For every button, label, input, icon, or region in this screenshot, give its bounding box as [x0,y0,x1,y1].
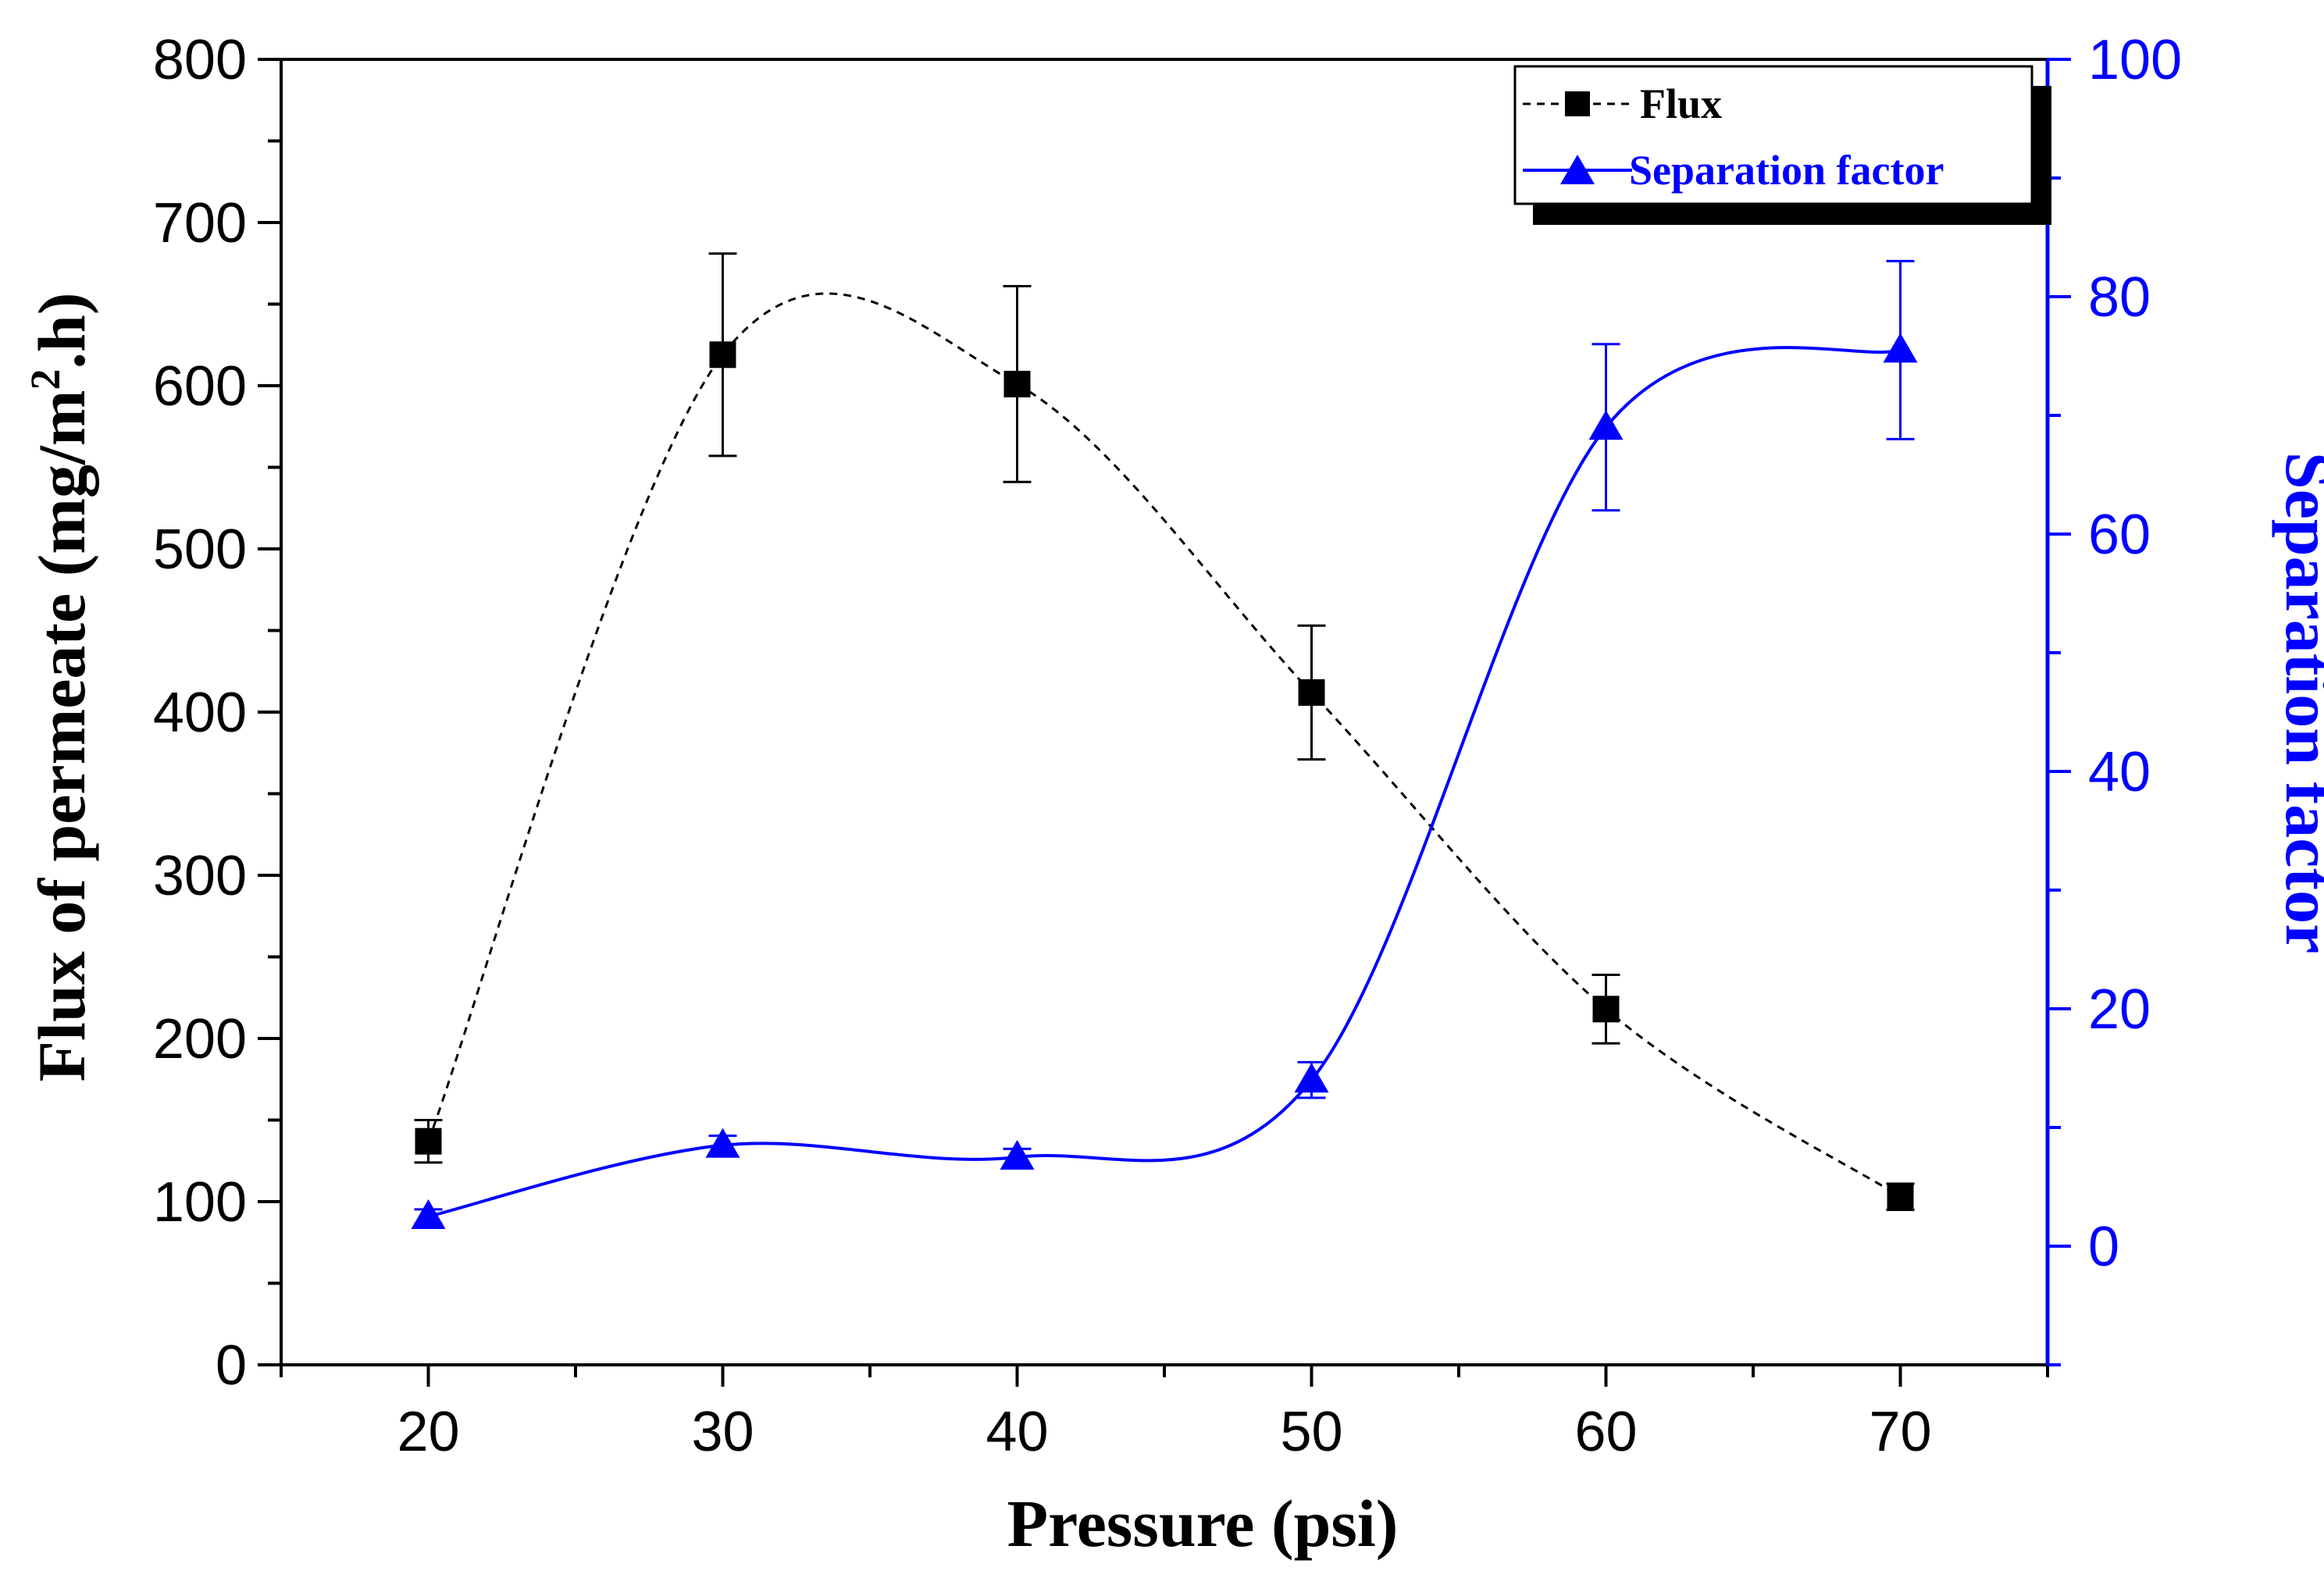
legend-separation-marker [1560,155,1595,184]
right-y-tick-label: 80 [2088,266,2151,329]
separation-series-line [428,346,1902,1218]
right-y-tick-label: 40 [2088,741,2151,803]
separation-point [1883,333,1918,363]
left-axis-title: Flux of permeate (mg/m2.h) [22,293,99,1082]
left-y-tick-label: 600 [153,355,247,418]
flux-series-line [427,292,1902,1198]
legend-box [1513,65,2034,205]
separation-point [705,1127,740,1158]
flux-point [1003,370,1031,397]
left-y-tick-label: 700 [153,192,247,255]
plot-frame [280,58,2050,1366]
left-y-tick-label: 500 [153,518,247,581]
x-tick-label: 40 [986,1401,1048,1463]
legend-flux-label: Flux [1640,80,1722,127]
right-y-tick-label: 0 [2088,1216,2119,1278]
right-y-tick-label: 20 [2088,978,2151,1041]
x-axis-title: Pressure (psi) [1007,1486,1399,1561]
flux-point [1887,1183,1914,1210]
flux-point [415,1127,442,1155]
left-y-tick-label: 300 [153,845,247,907]
legend-separation-label: Separation factor [1629,147,1944,194]
flux-point [1298,679,1325,706]
flux-point [709,341,736,369]
x-tick-label: 20 [397,1401,459,1463]
left-y-tick-label: 0 [216,1334,247,1397]
x-tick-label: 70 [1869,1401,1931,1463]
right-y-tick-label: 100 [2088,29,2182,91]
separation-point [1000,1140,1035,1170]
right-y-tick-label: 60 [2088,504,2151,566]
legend: Flux Separation factor [1513,65,2051,225]
left-y-tick-label: 400 [153,682,247,744]
left-y-tick-label: 100 [153,1171,247,1234]
flux-point [1592,996,1620,1023]
left-axis-title-superscript: 2 [22,369,69,390]
legend-flux-marker [1565,91,1590,116]
separation-point [411,1199,446,1229]
separation-point [1294,1063,1329,1093]
right-axis-title: Separation factor [2272,452,2324,953]
x-tick-label: 30 [691,1401,754,1463]
x-tick-label: 60 [1574,1401,1637,1463]
separation-point [1588,410,1624,440]
series-layer [411,252,1918,1229]
left-y-tick-label: 800 [153,29,247,91]
x-tick-label: 50 [1280,1401,1342,1463]
axes-layer: 20 30 40 50 60 700100200300400500600700800020… [153,29,2182,1463]
left-y-tick-label: 200 [153,1008,247,1070]
